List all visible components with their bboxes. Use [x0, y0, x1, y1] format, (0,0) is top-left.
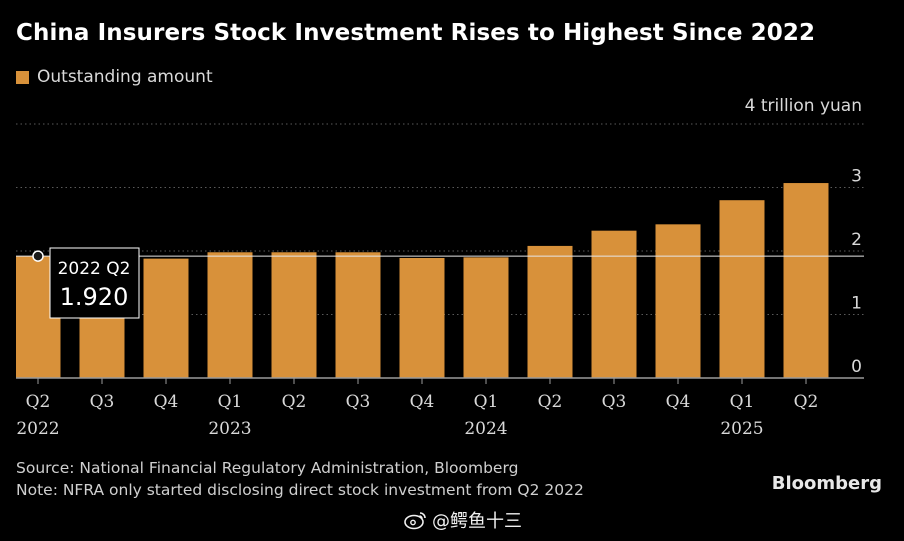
x-tick-label-12: Q2 — [794, 392, 819, 412]
watermark: @鳄鱼十三 — [404, 507, 522, 533]
x-tick-label-8: Q2 — [538, 392, 563, 412]
bar-6[interactable] — [399, 257, 445, 378]
x-tick-label-3: Q1 — [218, 392, 243, 412]
bar-10[interactable] — [655, 224, 701, 378]
x-year-label-0: 2022 — [16, 419, 59, 439]
bar-8[interactable] — [527, 245, 573, 378]
bar-chart: 0 1 2 3 4 trillion yuan Q2 2022 Q3 Q4 Q1 2023 Q2 Q3 Q… — [16, 96, 864, 439]
note-line: Note: NFRA only started disclosing direc… — [16, 481, 584, 499]
chart-title: China Insurers Stock Investment Rises to… — [16, 20, 816, 46]
bar-3[interactable] — [207, 252, 253, 378]
legend-label: Outstanding amount — [37, 67, 213, 87]
y-unit-label: 4 trillion yuan — [745, 96, 862, 116]
x-tick-label-9: Q3 — [602, 392, 627, 412]
y-tick-label-3: 3 — [851, 167, 862, 187]
x-year-label-7: 2024 — [464, 419, 507, 439]
weibo-icon — [404, 512, 426, 530]
x-year-label-11: 2025 — [720, 419, 763, 439]
tooltip-label: 2022 Q2 — [58, 259, 131, 279]
x-tick-label-5: Q3 — [346, 392, 371, 412]
x-tick-label-6: Q4 — [410, 392, 435, 412]
bar-12[interactable] — [783, 183, 829, 378]
x-tick-label-10: Q4 — [666, 392, 691, 412]
bar-11[interactable] — [719, 200, 765, 378]
y-tick-label-0: 0 — [851, 357, 862, 377]
bar-4[interactable] — [271, 252, 317, 378]
hover-dot — [32, 250, 44, 262]
x-tick-label-4: Q2 — [282, 392, 307, 412]
bar-9[interactable] — [591, 230, 637, 378]
legend: Outstanding amount — [16, 67, 213, 87]
x-tick-label-0: Q2 — [26, 392, 51, 412]
x-tick-label-11: Q1 — [730, 392, 755, 412]
x-tick-label-1: Q3 — [90, 392, 115, 412]
y-tick-label-2: 2 — [851, 230, 862, 250]
bar-2[interactable] — [143, 258, 189, 378]
bloomberg-logo: Bloomberg — [771, 473, 882, 494]
legend-swatch — [16, 70, 29, 84]
y-tick-label-1: 1 — [851, 294, 862, 314]
x-year-label-3: 2023 — [208, 419, 251, 439]
tooltip-layer: 2022 Q2 1.920 — [16, 247, 864, 319]
tooltip-value: 1.920 — [60, 283, 129, 311]
bar-5[interactable] — [335, 252, 381, 378]
source-note: Source: National Financial Regulatory Ad… — [16, 457, 584, 501]
bar-7[interactable] — [463, 257, 509, 378]
axis-layer: 0 1 2 3 4 trillion yuan Q2 2022 Q3 Q4 Q1 2023 Q2 Q3 Q… — [16, 96, 864, 439]
tooltip-box — [49, 247, 140, 319]
x-tick-label-7: Q1 — [474, 392, 499, 412]
source-line: Source: National Financial Regulatory Ad… — [16, 459, 519, 477]
watermark-text: @鳄鱼十三 — [432, 511, 522, 532]
x-tick-label-2: Q4 — [154, 392, 179, 412]
